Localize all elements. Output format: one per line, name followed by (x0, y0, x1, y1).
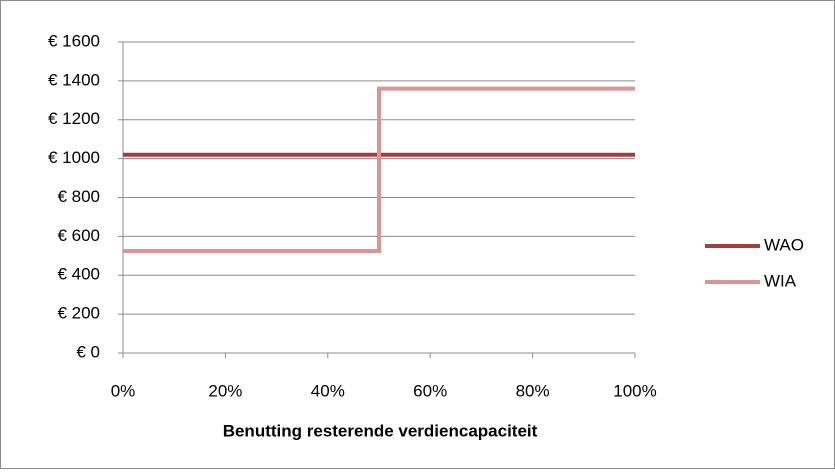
y-tick-label: € 200 (57, 304, 100, 323)
y-tick-label: € 400 (57, 265, 100, 284)
y-tick-label: € 0 (76, 342, 100, 361)
y-tick-label: € 1600 (48, 31, 100, 50)
x-axis-title: Benutting resterende verdiencapaciteit (223, 421, 538, 440)
y-tick-label: € 1400 (48, 70, 100, 89)
series-line (123, 86, 635, 253)
y-tick-label: € 800 (57, 187, 100, 206)
y-tick-label: € 1200 (48, 109, 100, 128)
y-tick-label: € 600 (57, 226, 100, 245)
x-tick-label: 100% (613, 381, 656, 400)
legend-label: WAO (764, 235, 804, 254)
y-tick-label: € 1000 (48, 148, 100, 167)
x-tick-label: 20% (208, 381, 242, 400)
legend-label: WIA (764, 271, 797, 290)
x-tick-label: 0% (111, 381, 136, 400)
x-tick-label: 80% (516, 381, 550, 400)
x-tick-label: 60% (413, 381, 447, 400)
x-tick-label: 40% (311, 381, 345, 400)
